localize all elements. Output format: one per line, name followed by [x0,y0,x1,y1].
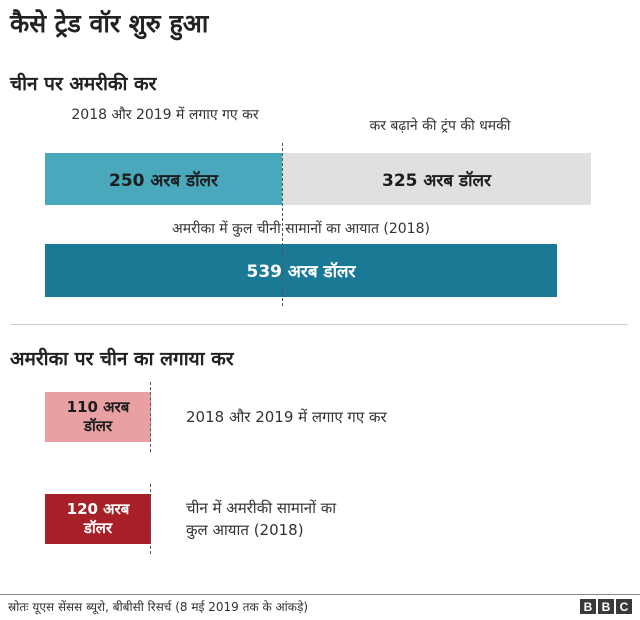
label-trump-threat: कर बढ़ाने की ट्रंप की धमकी [369,118,511,134]
source-note: स्रोतः यूएस सेंसस ब्यूरो, बीबीसी रिसर्च … [8,600,309,614]
label-china-imports-line1: चीन में अमरीकी सामानों का [186,499,337,517]
bar-us-threat: 325 अरब डॉलर [282,153,591,205]
section-divider [10,324,628,325]
bbc-logo-letter: B [580,599,596,614]
bar-us-imports-total: 539 अरब डॉलर [45,244,557,297]
footer-divider [0,594,640,595]
bar-china-imports-total: 120 अरब डॉलर [45,494,151,544]
label-china-imports-total: चीन में अमरीकी सामानों का कुल आयात (2018… [186,497,336,541]
bbc-logo-letter: C [616,599,632,614]
bar-us-imposed-value: 250 अरब डॉलर [109,170,218,191]
bar-china-imposed-value-line1: 110 अरब [66,398,130,416]
reference-dashed-line [282,143,283,306]
bar-us-imposed: 250 अरब डॉलर [45,153,282,205]
page-title: कैसे ट्रेड वॉर शुरु हुआ [10,9,209,38]
bar-china-imports-value-line2: डॉलर [83,519,113,537]
bar-china-imposed: 110 अरब डॉलर [45,392,151,442]
bbc-logo-letter: B [598,599,614,614]
section-title-us-tariffs: चीन पर अमरीकी कर [10,73,157,95]
section-title-china-tariffs: अमरीका पर चीन का लगाया कर [10,348,234,370]
label-us-imports-total: अमरीका में कुल चीनी सामानों का आयात (201… [172,221,430,237]
bar-china-imports-value-line1: 120 अरब [66,500,130,518]
label-china-imports-line2: कुल आयात (2018) [186,521,304,539]
bbc-logo: B B C [580,599,632,614]
label-imposed-2018-2019: 2018 और 2019 में लगाए गए कर [71,107,259,123]
reference-dashed-line-china-1 [150,382,151,452]
reference-dashed-line-china-2 [150,484,151,554]
label-china-imposed: 2018 और 2019 में लगाए गए कर [186,408,387,426]
bar-us-imports-total-value: 539 अरब डॉलर [246,262,356,282]
bar-us-threat-value: 325 अरब डॉलर [382,170,491,191]
bar-china-imposed-value-line2: डॉलर [83,417,113,435]
